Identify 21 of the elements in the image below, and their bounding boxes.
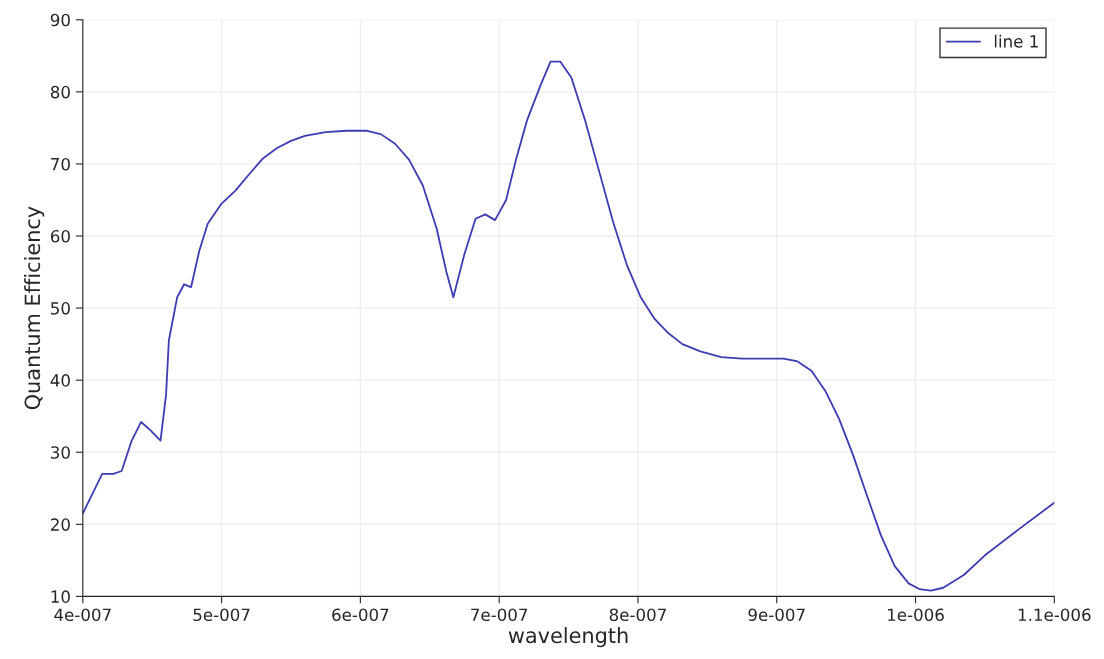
y-tick-label: 40 [50, 374, 70, 387]
x-tick-label: 7e-007 [471, 608, 528, 622]
y-tick-label: 60 [50, 229, 70, 243]
y-tick-label: 30 [51, 446, 70, 459]
x-tick-label: 5e-007 [193, 608, 250, 622]
y-tick-label: 50 [51, 302, 70, 315]
legend-label: line 1 [994, 34, 1038, 48]
x-tick-label: 4e-007 [54, 608, 111, 622]
y-tick-label: 80 [50, 85, 70, 99]
line-series [82, 60, 1055, 592]
y-tick-label: 10 [51, 590, 70, 603]
x-tick-label: 1e-006 [888, 608, 944, 622]
x-tick-label: 6e-007 [332, 608, 389, 622]
x-axis-title: wavelength [508, 627, 628, 648]
y-tick-label: 90 [50, 13, 70, 27]
x-tick-label: 9e-007 [748, 608, 805, 622]
x-tick-label: 1.1e-006 [1018, 608, 1091, 622]
y-tick-label: 20 [51, 518, 70, 531]
x-tick-label: 8e-007 [609, 608, 666, 622]
y-axis-title: Quantum Efficiency [24, 206, 45, 410]
y-tick-label: 70 [51, 157, 70, 171]
